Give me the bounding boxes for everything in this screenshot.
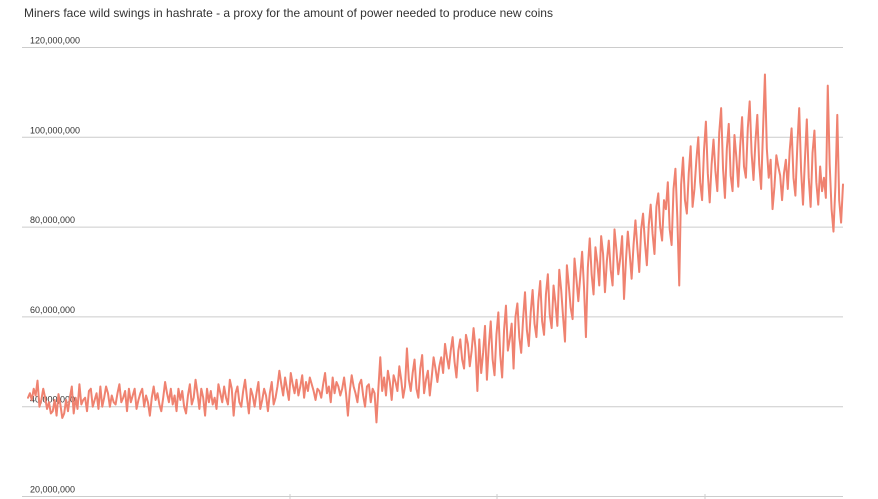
y-tick-label-5: 120,000,000	[30, 36, 80, 46]
y-tick-label-2: 60,000,000	[30, 305, 75, 315]
chart-title: Miners face wild swings in hashrate - a …	[24, 6, 553, 20]
hashrate-series-line	[27, 73, 844, 424]
x-axis-ticks	[289, 494, 706, 499]
y-axis-tick-labels: 20,000,000 40,000,000 60,000,000 80,000,000…	[30, 36, 80, 495]
y-tick-label-1: 40,000,000	[30, 395, 75, 405]
y-tick-label-4: 100,000,000	[30, 125, 80, 135]
y-tick-label-3: 80,000,000	[30, 215, 75, 225]
y-tick-label-0: 20,000,000	[30, 485, 75, 495]
